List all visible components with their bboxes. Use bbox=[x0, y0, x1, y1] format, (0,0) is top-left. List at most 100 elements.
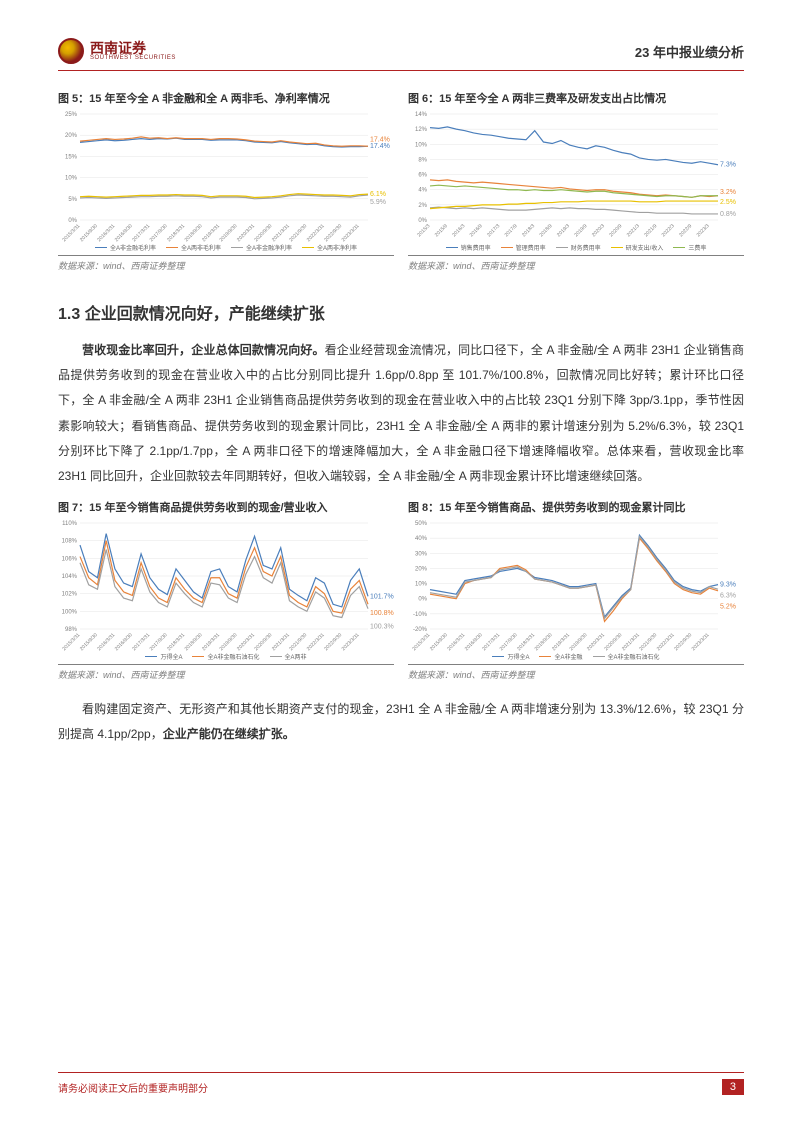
svg-text:2019/9/30: 2019/9/30 bbox=[219, 632, 239, 652]
svg-text:10%: 10% bbox=[65, 176, 78, 182]
para2-bold: 企业产能仍在继续扩张。 bbox=[163, 727, 295, 741]
svg-text:2015/3: 2015/3 bbox=[416, 223, 431, 238]
svg-text:25%: 25% bbox=[65, 112, 78, 118]
svg-text:-20%: -20% bbox=[413, 627, 428, 633]
svg-text:2016/9/30: 2016/9/30 bbox=[114, 223, 134, 243]
svg-text:2017/3: 2017/3 bbox=[486, 223, 501, 238]
logo-main-text: 西南证券 bbox=[90, 41, 176, 55]
svg-text:2019/9: 2019/9 bbox=[573, 223, 588, 238]
svg-text:6.1%: 6.1% bbox=[370, 191, 386, 198]
chart-row-2: 图 7：15 年至今销售商品提供劳务收到的现金/营业收入 98%100%102%… bbox=[58, 499, 744, 681]
svg-text:2019/3/31: 2019/3/31 bbox=[551, 632, 571, 652]
svg-text:12%: 12% bbox=[415, 127, 428, 133]
header-title: 23 年中报业绩分析 bbox=[635, 42, 744, 61]
svg-text:2018/9/30: 2018/9/30 bbox=[184, 223, 204, 243]
svg-text:2019/3/31: 2019/3/31 bbox=[201, 632, 221, 652]
svg-text:2016/3/31: 2016/3/31 bbox=[446, 632, 466, 652]
svg-text:7.3%: 7.3% bbox=[720, 162, 736, 169]
svg-text:10%: 10% bbox=[415, 582, 428, 588]
svg-text:101.7%: 101.7% bbox=[370, 593, 394, 600]
svg-text:2015/9/30: 2015/9/30 bbox=[79, 223, 99, 243]
chart-8-source: 数据来源：wind、西南证券整理 bbox=[408, 664, 744, 681]
paragraph-1: 营收现金比率回升，企业总体回款情况向好。看企业经营现金流情况，同比口径下，全 A… bbox=[58, 338, 744, 489]
svg-text:50%: 50% bbox=[415, 521, 428, 527]
svg-text:2.5%: 2.5% bbox=[720, 199, 736, 206]
svg-text:110%: 110% bbox=[62, 521, 78, 527]
svg-text:2020/9/30: 2020/9/30 bbox=[603, 632, 623, 652]
chart-6-source: 数据来源：wind、西南证券整理 bbox=[408, 255, 744, 272]
logo: 西南证券 SOUTHWEST SECURITIES bbox=[58, 38, 176, 64]
svg-text:2017/9: 2017/9 bbox=[504, 223, 519, 238]
content: 图 5：15 年至今全 A 非金融和全 A 两非毛、净利率情况 0%5%10%1… bbox=[58, 90, 744, 758]
svg-text:2015/3/31: 2015/3/31 bbox=[61, 632, 81, 652]
footer-disclaimer: 请务必阅读正文后的重要声明部分 bbox=[58, 1080, 208, 1095]
svg-text:100%: 100% bbox=[62, 609, 78, 615]
svg-text:2015/3/31: 2015/3/31 bbox=[411, 632, 431, 652]
svg-text:17.4%: 17.4% bbox=[370, 143, 390, 150]
svg-text:2022/9/30: 2022/9/30 bbox=[323, 223, 343, 243]
svg-text:106%: 106% bbox=[62, 556, 78, 562]
svg-text:2023/3/31: 2023/3/31 bbox=[691, 632, 711, 652]
svg-text:2021/9/30: 2021/9/30 bbox=[288, 223, 308, 243]
chart-6-block: 图 6：15 年至今全 A 两非三费率及研发支出占比情况 0%2%4%6%8%1… bbox=[408, 90, 744, 272]
svg-text:2017/9/30: 2017/9/30 bbox=[149, 223, 169, 243]
svg-text:6.3%: 6.3% bbox=[720, 593, 736, 600]
svg-text:2021/9/30: 2021/9/30 bbox=[288, 632, 308, 652]
chart-row-1: 图 5：15 年至今全 A 非金融和全 A 两非毛、净利率情况 0%5%10%1… bbox=[58, 90, 744, 272]
svg-text:2019/9/30: 2019/9/30 bbox=[219, 223, 239, 243]
svg-text:2018/3: 2018/3 bbox=[521, 223, 536, 238]
svg-text:2019/3: 2019/3 bbox=[556, 223, 571, 238]
svg-text:17.4%: 17.4% bbox=[370, 136, 390, 143]
svg-text:2018/3/31: 2018/3/31 bbox=[166, 632, 186, 652]
svg-text:2019/9/30: 2019/9/30 bbox=[569, 632, 589, 652]
svg-text:2015/3/31: 2015/3/31 bbox=[61, 223, 81, 243]
logo-icon bbox=[58, 38, 84, 64]
svg-text:5.9%: 5.9% bbox=[370, 199, 386, 206]
svg-text:2022/9: 2022/9 bbox=[678, 223, 693, 238]
svg-text:2017/3/31: 2017/3/31 bbox=[131, 632, 151, 652]
paragraph-2: 看购建固定资产、无形资产和其他长期资产支付的现金，23H1 全 A 非金融/全 … bbox=[58, 697, 744, 747]
svg-text:9.3%: 9.3% bbox=[720, 582, 736, 589]
chart-6-title: 图 6：15 年至今全 A 两非三费率及研发支出占比情况 bbox=[408, 90, 744, 106]
page-footer: 请务必阅读正文后的重要声明部分 3 bbox=[58, 1072, 744, 1095]
svg-text:2021/9/30: 2021/9/30 bbox=[638, 632, 658, 652]
svg-text:40%: 40% bbox=[415, 536, 428, 542]
svg-text:2020/3/31: 2020/3/31 bbox=[236, 223, 256, 243]
para2-text: 看购建固定资产、无形资产和其他长期资产支付的现金，23H1 全 A 非金融/全 … bbox=[58, 702, 744, 741]
para1-text: 看企业经营现金流情况，同比口径下，全 A 非金融/全 A 两非 23H1 企业销… bbox=[58, 343, 744, 483]
svg-text:2023/3: 2023/3 bbox=[696, 223, 711, 238]
svg-text:2021/3/31: 2021/3/31 bbox=[621, 632, 641, 652]
chart-7-title: 图 7：15 年至今销售商品提供劳务收到的现金/营业收入 bbox=[58, 499, 394, 515]
chart-8-block: 图 8：15 年至今销售商品、提供劳务收到的现金累计同比 -20%-10%0%1… bbox=[408, 499, 744, 681]
svg-text:2018/3/31: 2018/3/31 bbox=[516, 632, 536, 652]
svg-text:2017/3/31: 2017/3/31 bbox=[131, 223, 151, 243]
svg-text:2015/9/30: 2015/9/30 bbox=[79, 632, 99, 652]
svg-text:2022/3: 2022/3 bbox=[661, 223, 676, 238]
svg-text:2023/3/31: 2023/3/31 bbox=[341, 632, 361, 652]
svg-text:108%: 108% bbox=[62, 539, 78, 545]
svg-text:2020/3: 2020/3 bbox=[591, 223, 606, 238]
svg-text:2016/3/31: 2016/3/31 bbox=[96, 223, 116, 243]
svg-text:3.2%: 3.2% bbox=[720, 189, 736, 196]
svg-text:2019/3/31: 2019/3/31 bbox=[201, 223, 221, 243]
chart-5-block: 图 5：15 年至今全 A 非金融和全 A 两非毛、净利率情况 0%5%10%1… bbox=[58, 90, 394, 272]
svg-text:30%: 30% bbox=[415, 551, 428, 557]
logo-sub-text: SOUTHWEST SECURITIES bbox=[90, 55, 176, 61]
svg-text:2022/9/30: 2022/9/30 bbox=[673, 632, 693, 652]
svg-text:2020/9/30: 2020/9/30 bbox=[253, 632, 273, 652]
chart-5-title: 图 5：15 年至今全 A 非金融和全 A 两非毛、净利率情况 bbox=[58, 90, 394, 106]
svg-text:2017/3/31: 2017/3/31 bbox=[481, 632, 501, 652]
svg-text:102%: 102% bbox=[62, 592, 78, 598]
svg-text:14%: 14% bbox=[415, 112, 428, 118]
svg-text:2020/3/31: 2020/3/31 bbox=[586, 632, 606, 652]
svg-text:2021/3: 2021/3 bbox=[626, 223, 641, 238]
svg-text:0%: 0% bbox=[418, 597, 427, 603]
svg-text:2022/9/30: 2022/9/30 bbox=[323, 632, 343, 652]
svg-text:2016/9: 2016/9 bbox=[469, 223, 484, 238]
svg-text:2023/3/31: 2023/3/31 bbox=[341, 223, 361, 243]
svg-text:2016/3/31: 2016/3/31 bbox=[96, 632, 116, 652]
para1-bold: 营收现金比率回升，企业总体回款情况向好。 bbox=[82, 343, 325, 357]
section-1-3-heading: 1.3 企业回款情况向好，产能继续扩张 bbox=[58, 300, 744, 324]
svg-text:2020/9/30: 2020/9/30 bbox=[253, 223, 273, 243]
svg-text:20%: 20% bbox=[415, 567, 428, 573]
